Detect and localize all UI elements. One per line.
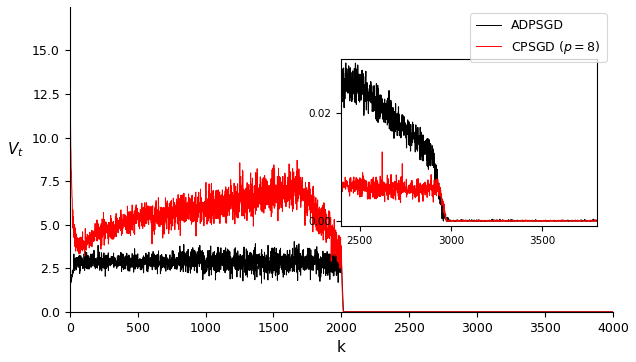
- ADPSGD: [298, 250, 306, 254]
- CPSGD ($p = 8$): [407, 310, 415, 314]
- CPSGD ($p = 8$): [565, 310, 573, 314]
- Line: CPSGD ($p = 8$): CPSGD ($p = 8$): [70, 24, 613, 312]
- ADPSGD: [291, 239, 298, 244]
- ADPSGD: [294, 266, 302, 271]
- ADPSGD: [609, 310, 617, 314]
- ADPSGD: [354, 310, 361, 314]
- ADPSGD: [593, 310, 600, 314]
- Line: ADPSGD: ADPSGD: [70, 241, 613, 312]
- CPSGD ($p = 8$): [298, 177, 306, 181]
- X-axis label: k: k: [337, 340, 346, 355]
- CPSGD ($p = 8$): [460, 310, 468, 314]
- ADPSGD: [324, 263, 332, 267]
- Y-axis label: $V_t$: $V_t$: [7, 141, 24, 159]
- ADPSGD: [461, 310, 469, 314]
- CPSGD ($p = 8$): [609, 310, 617, 314]
- CPSGD ($p = 8$): [294, 185, 301, 189]
- ADPSGD: [565, 310, 573, 314]
- CPSGD ($p = 8$): [593, 310, 600, 314]
- Legend: ADPSGD, CPSGD ($p = 8$): ADPSGD, CPSGD ($p = 8$): [470, 13, 607, 62]
- CPSGD ($p = 8$): [66, 22, 74, 26]
- CPSGD ($p = 8$): [324, 234, 331, 238]
- ADPSGD: [66, 309, 74, 313]
